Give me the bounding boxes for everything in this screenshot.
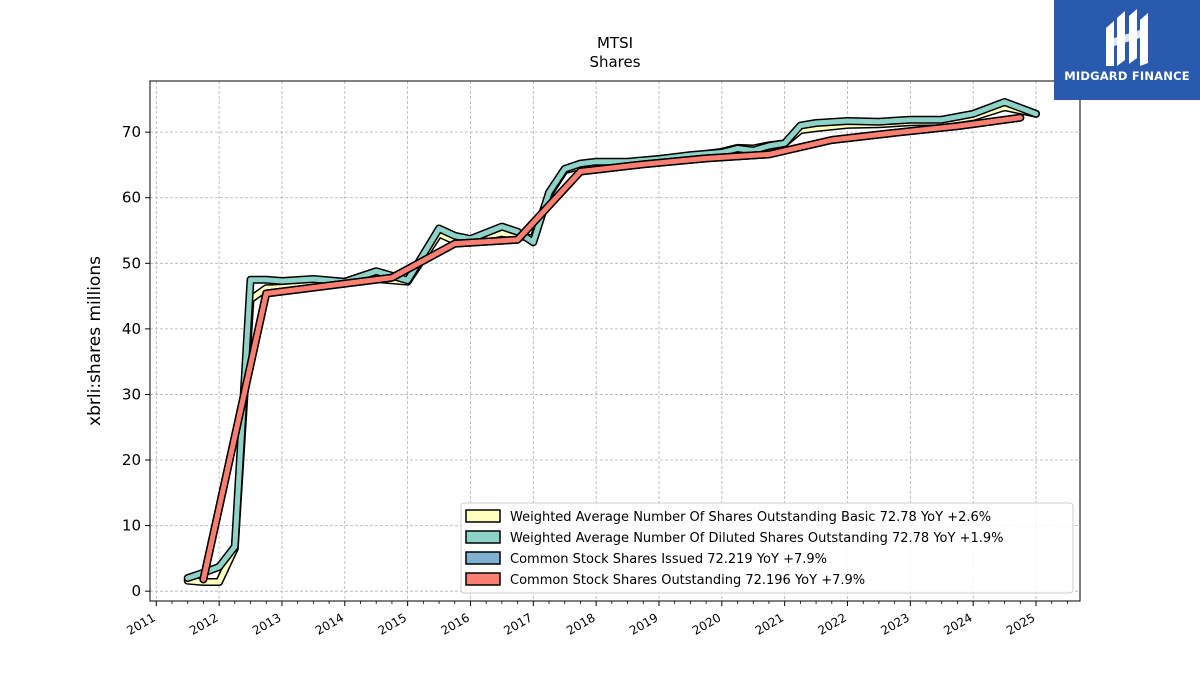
x-tick-label: 2021 <box>753 610 786 637</box>
y-tick-label: 10 <box>122 517 141 535</box>
midgard-finance-logo: MIDGARD FINANCE <box>1054 0 1200 100</box>
x-tick-label: 2024 <box>941 610 974 637</box>
chart-title: MTSI <box>597 34 633 52</box>
x-tick-label: 2012 <box>187 610 220 637</box>
series-4 <box>199 113 1025 584</box>
legend-label: Weighted Average Number Of Shares Outsta… <box>510 510 991 525</box>
x-tick-label: 2018 <box>564 610 597 637</box>
series-lines <box>183 98 1040 586</box>
x-tick-label: 2025 <box>1004 610 1037 637</box>
grid <box>150 81 1080 601</box>
legend-swatch <box>465 572 501 586</box>
x-tick-label: 2017 <box>501 610 534 637</box>
x-tick-label: 2023 <box>878 610 911 637</box>
legend-frame <box>460 502 1074 594</box>
legend-label: Common Stock Shares Outstanding 72.196 Y… <box>510 573 865 588</box>
axis-ticks: 2011 2012 2013 2014 2015 2016 2017 2018 2019 2020… <box>122 123 1068 638</box>
y-axis-label: xbrli:shares millions <box>85 256 105 426</box>
x-tick-label: 2019 <box>627 610 660 637</box>
legend-label: Common Stock Shares Issued 72.219 YoY +7… <box>510 552 827 567</box>
y-tick-label: 50 <box>122 254 141 272</box>
series-line <box>200 115 1023 582</box>
plot-frame <box>149 80 1081 602</box>
x-tick-label: 2016 <box>439 610 472 637</box>
legend: Weighted Average Number Of Shares Outsta… <box>460 502 1074 594</box>
series-line <box>185 99 1039 581</box>
legend-swatch <box>465 551 501 565</box>
logo-text: MIDGARD FINANCE <box>1064 69 1190 83</box>
legend-swatch <box>465 509 501 523</box>
x-tick-label: 2011 <box>124 610 157 637</box>
legend-label: Weighted Average Number Of Diluted Share… <box>510 531 1004 546</box>
y-tick-label: 40 <box>122 320 141 338</box>
x-tick-label: 2022 <box>816 610 849 637</box>
y-tick-label: 30 <box>122 385 141 403</box>
x-tick-label: 2014 <box>313 610 346 637</box>
chart-subtitle: Shares <box>589 53 640 71</box>
y-tick-label: 20 <box>122 451 141 469</box>
y-tick-label: 60 <box>122 189 141 207</box>
y-tick-label: 0 <box>131 582 141 600</box>
legend-swatch <box>465 530 501 544</box>
x-tick-label: 2015 <box>376 610 409 637</box>
series-2 <box>183 98 1040 582</box>
x-tick-label: 2013 <box>250 610 283 637</box>
y-tick-label: 70 <box>122 123 141 141</box>
midgard-logo-icon <box>1106 9 1148 66</box>
x-tick-label: 2020 <box>690 610 723 637</box>
